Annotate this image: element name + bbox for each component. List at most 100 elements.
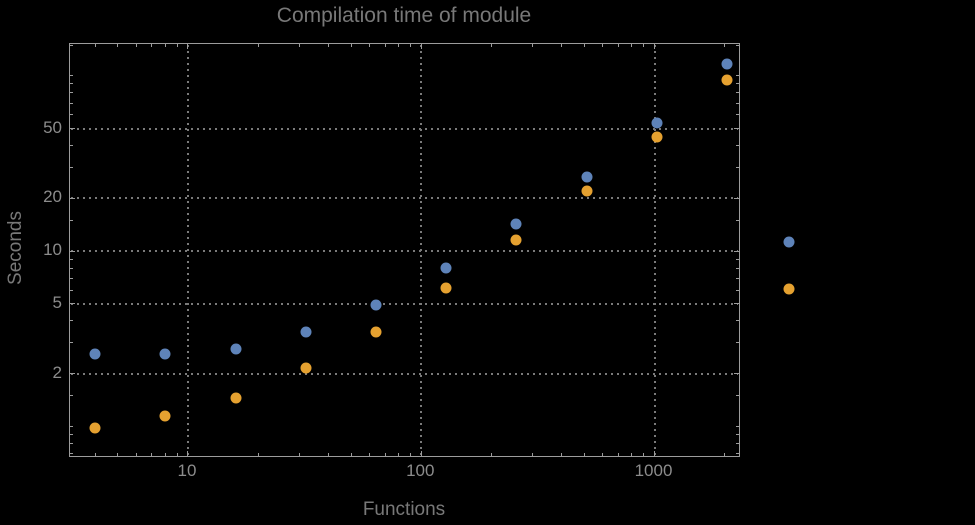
x-tick-mark — [724, 44, 726, 47]
x-tick-mark — [350, 44, 352, 47]
x-tick-mark — [617, 44, 619, 47]
y-tick-mark — [736, 277, 739, 279]
x-tick-mark — [257, 44, 259, 47]
x-tick-mark — [151, 44, 153, 47]
y-tick-mark — [70, 145, 73, 147]
x-tick-mark — [583, 453, 585, 456]
legend-marker — [783, 236, 795, 248]
series-2-orange-point — [440, 282, 452, 293]
legend-marker — [783, 283, 795, 295]
series-2-orange-point — [230, 392, 242, 404]
x-tick-mark — [94, 44, 96, 47]
series-2-orange-point — [721, 74, 733, 86]
y-tick-mark — [70, 114, 73, 116]
y-tick-mark — [70, 289, 73, 291]
series-2-orange-point — [370, 326, 382, 338]
y-tick-mark — [70, 167, 73, 168]
y-tick-mark — [70, 44, 73, 46]
y-tick-mark — [70, 453, 73, 455]
y-tick-mark — [734, 128, 739, 130]
y-tick-mark — [70, 277, 73, 279]
y-tick-label: 2 — [52, 362, 62, 382]
y-tick-mark — [70, 342, 73, 344]
x-tick-mark — [298, 453, 300, 456]
y-tick-mark — [734, 303, 739, 305]
y-tick-mark — [736, 92, 739, 94]
chart-title: Compilation time of module — [276, 4, 532, 27]
x-tick-mark — [631, 44, 633, 47]
y-tick-mark — [70, 128, 75, 130]
series-1-blue-point — [721, 58, 733, 70]
y-tick-mark — [736, 442, 739, 444]
x-gridline — [186, 45, 189, 455]
y-tick-mark — [70, 320, 73, 322]
x-tick-mark — [532, 44, 534, 47]
x-tick-mark — [490, 44, 492, 47]
plot-area — [69, 43, 740, 457]
y-tick-mark — [70, 395, 73, 396]
series-2-orange-point — [300, 362, 312, 374]
y-tick-mark — [736, 267, 739, 269]
x-tick-mark — [420, 44, 422, 49]
x-tick-mark — [654, 451, 656, 456]
x-tick-label: 10 — [177, 461, 197, 480]
x-tick-mark — [164, 453, 166, 456]
y-tick-mark — [736, 44, 739, 46]
y-tick-mark — [736, 289, 739, 291]
x-tick-mark — [369, 453, 370, 456]
x-tick-mark — [187, 44, 189, 49]
y-tick-mark — [70, 197, 75, 199]
y-tick-mark — [736, 167, 739, 168]
y-tick-mark — [70, 442, 73, 444]
x-tick-mark — [164, 44, 166, 47]
x-tick-mark — [410, 44, 412, 47]
x-tick-mark — [532, 453, 534, 456]
x-tick-mark — [654, 44, 656, 49]
x-gridline — [420, 45, 423, 455]
x-tick-mark — [350, 453, 352, 456]
x-tick-mark — [117, 44, 119, 47]
y-tick-mark — [736, 114, 739, 116]
x-axis-label: Functions — [362, 499, 446, 520]
y-tick-mark — [70, 425, 73, 427]
x-tick-mark — [561, 453, 563, 456]
x-tick-mark — [176, 44, 178, 47]
y-tick-label: 5 — [52, 292, 62, 312]
y-tick-mark — [736, 219, 739, 221]
x-tick-mark — [298, 44, 300, 47]
y-tick-label: 10 — [43, 240, 62, 260]
x-tick-mark — [398, 44, 400, 47]
y-tick-mark — [70, 373, 75, 375]
x-tick-mark — [369, 44, 370, 47]
x-tick-mark — [384, 453, 386, 456]
series-2-orange-point — [510, 234, 522, 246]
series-1-blue-point — [300, 326, 312, 338]
y-gridline — [71, 250, 738, 253]
x-tick-mark — [327, 44, 329, 47]
y-tick-mark — [70, 219, 73, 221]
y-gridline — [71, 127, 738, 130]
y-tick-mark — [70, 250, 75, 252]
y-gridline — [71, 197, 738, 200]
x-tick-mark — [420, 451, 422, 456]
y-tick-mark — [70, 303, 75, 305]
y-tick-mark — [70, 433, 73, 435]
series-1-blue-point — [440, 262, 452, 274]
x-tick-mark — [176, 453, 178, 456]
y-tick-mark — [736, 425, 739, 427]
y-tick-mark — [736, 258, 739, 260]
y-tick-mark — [736, 433, 739, 435]
x-tick-mark — [643, 44, 645, 47]
x-tick-mark — [327, 453, 329, 456]
y-tick-mark — [70, 83, 73, 85]
y-gridline — [71, 372, 738, 375]
x-tick-mark — [602, 44, 604, 47]
x-tick-mark — [583, 44, 585, 47]
x-gridline — [653, 45, 656, 455]
y-tick-mark — [70, 102, 73, 104]
x-tick-mark — [398, 453, 400, 456]
y-tick-mark — [736, 145, 739, 147]
x-tick-mark — [490, 453, 492, 456]
y-tick-mark — [736, 102, 739, 104]
